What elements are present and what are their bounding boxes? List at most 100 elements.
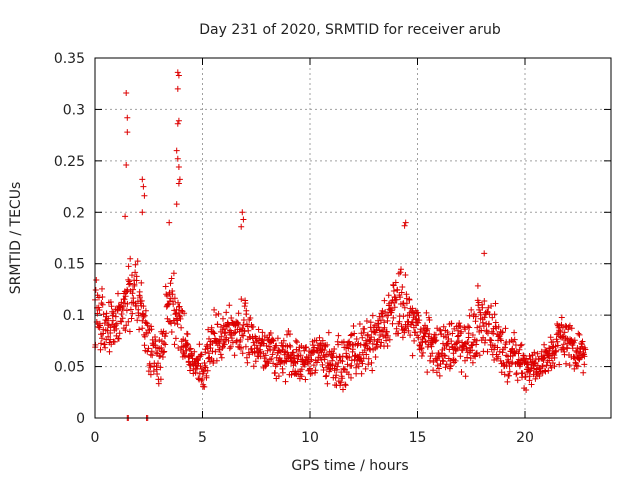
data-point (545, 367, 552, 374)
data-point (134, 258, 141, 265)
data-point (136, 288, 143, 295)
data-point (308, 356, 315, 363)
data-point (416, 317, 423, 324)
data-point (307, 365, 313, 372)
data-point (409, 352, 416, 359)
data-point (358, 370, 365, 377)
data-point (166, 298, 173, 305)
data-point (401, 222, 408, 229)
data-point (337, 353, 343, 360)
data-point (292, 337, 299, 344)
data-point (164, 315, 171, 322)
data-point (245, 327, 252, 334)
data-point (405, 327, 412, 334)
data-point (204, 367, 211, 374)
data-point (392, 279, 399, 286)
data-point (429, 350, 436, 357)
data-point (523, 355, 530, 362)
data-point (226, 302, 233, 309)
data-point (440, 358, 447, 365)
data-point (140, 303, 147, 310)
data-point (492, 319, 499, 326)
data-point (228, 315, 235, 321)
data-point (152, 334, 158, 340)
data-point (250, 339, 257, 346)
data-point (509, 359, 516, 366)
data-point (576, 331, 583, 338)
data-point (582, 346, 589, 353)
data-point (140, 183, 147, 190)
data-point (560, 341, 567, 348)
data-point (139, 317, 146, 324)
data-point (127, 280, 134, 287)
data-point (481, 298, 488, 304)
data-point (127, 306, 134, 313)
data-point (142, 307, 149, 314)
data-point (399, 284, 406, 290)
y-tick-label: 0.35 (54, 51, 85, 67)
data-point (356, 351, 363, 358)
data-point (219, 345, 226, 351)
data-point (359, 360, 366, 367)
data-point (369, 340, 376, 347)
data-point (581, 361, 588, 368)
data-point (122, 293, 129, 300)
data-point (491, 346, 498, 353)
data-point (310, 362, 317, 369)
data-point (154, 371, 161, 377)
data-point (526, 373, 533, 380)
data-point (147, 371, 154, 378)
data-point (210, 329, 217, 336)
data-point (251, 342, 258, 349)
data-point (162, 341, 169, 348)
data-point (331, 346, 338, 352)
data-point (464, 339, 471, 345)
data-point (523, 360, 530, 367)
data-point (374, 344, 380, 351)
data-point (437, 361, 444, 367)
data-point (213, 357, 220, 364)
data-point (446, 346, 453, 353)
data-point (415, 319, 422, 326)
data-point (340, 386, 346, 393)
data-point (382, 309, 389, 315)
data-point (361, 325, 368, 332)
data-point (561, 329, 568, 336)
data-point (293, 346, 300, 353)
data-point (397, 269, 404, 276)
data-point (139, 176, 146, 183)
data-point (547, 334, 554, 341)
data-point (415, 312, 422, 319)
data-point (372, 354, 379, 360)
data-point (202, 364, 209, 371)
data-point (391, 304, 398, 311)
data-point (174, 69, 181, 76)
data-point (479, 319, 486, 326)
data-point (123, 90, 130, 96)
data-point (379, 313, 386, 320)
data-point (217, 351, 224, 358)
data-point (455, 338, 462, 344)
data-point (247, 315, 254, 321)
data-point (523, 387, 530, 393)
data-point (138, 279, 145, 286)
data-point (192, 369, 199, 376)
data-point (148, 326, 155, 333)
data-point (337, 382, 344, 389)
data-point (345, 371, 352, 378)
data-point (184, 340, 191, 347)
data-point (356, 321, 363, 327)
data-point (407, 332, 414, 339)
data-point (430, 367, 437, 374)
data-point (223, 334, 230, 341)
data-point (221, 341, 228, 348)
data-point (169, 291, 176, 298)
data-point (526, 368, 532, 375)
data-point (545, 352, 552, 359)
data-point (175, 117, 182, 124)
data-point (377, 317, 384, 324)
tick-labels: 0 0.05 0.1 0.15 0.2 0.25 0.3 0.35 0 5 10 15 20 (54, 51, 534, 446)
data-point (175, 299, 181, 306)
data-point (167, 280, 174, 287)
